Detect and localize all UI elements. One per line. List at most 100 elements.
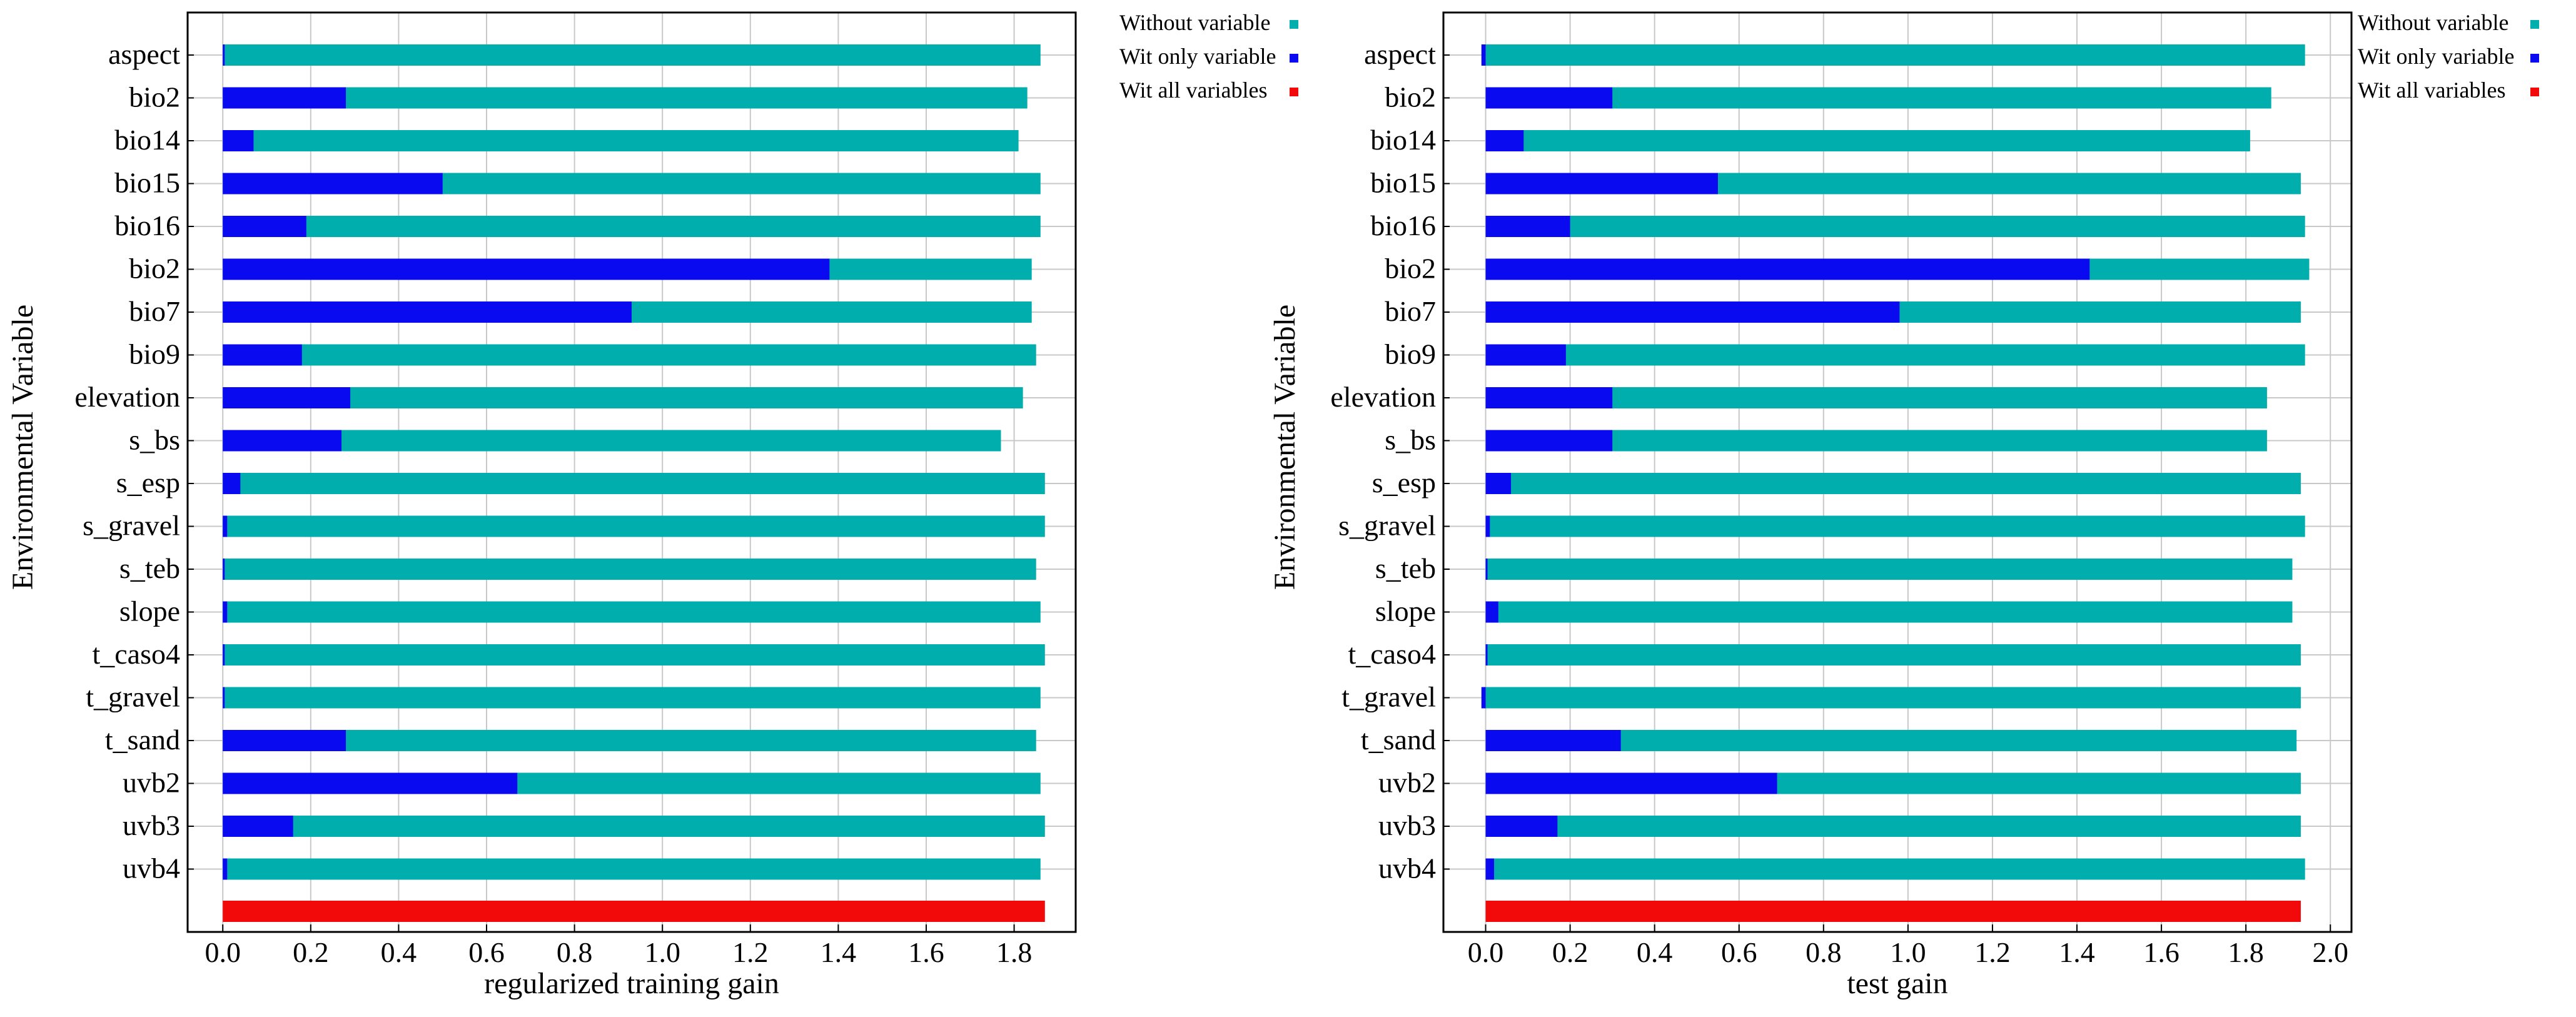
bar-without-variable <box>223 858 1041 880</box>
bar-with-only-variable <box>223 130 254 151</box>
bar-with-all-variables <box>1485 901 2301 922</box>
bar-with-only-variable <box>223 858 228 880</box>
bar-with-only-variable <box>223 87 346 109</box>
category-label: bio16 <box>114 210 180 241</box>
bar-with-only-variable <box>223 644 225 665</box>
bar-with-all-variables <box>223 901 1045 922</box>
category-label: bio2 <box>129 81 180 113</box>
category-label: uvb2 <box>123 767 180 799</box>
bar-without-variable <box>1485 816 2301 837</box>
chart-panel-1: aspect bio2 bio14 bio15 bio16 bio2 bio7 bio9 ele… <box>6 10 1298 1000</box>
x-tick-label: 1.4 <box>2059 936 2095 968</box>
bar-with-only-variable <box>223 601 228 623</box>
x-tick-label: 1.4 <box>821 936 857 968</box>
category-label: uvb2 <box>1378 767 1436 799</box>
legend-swatch <box>2530 20 2539 29</box>
bar-without-variable <box>223 601 1041 623</box>
bar-without-variable <box>223 730 1036 751</box>
bar-with-only-variable <box>1485 301 1900 323</box>
category-label: bio7 <box>1385 295 1436 327</box>
x-tick-label: 1.8 <box>996 936 1033 968</box>
category-label: uvb4 <box>123 853 180 884</box>
bar-with-only-variable <box>1485 515 1490 537</box>
x-tick-label: 0.0 <box>205 936 241 968</box>
category-label: bio16 <box>1370 210 1436 241</box>
category-label: s_teb <box>119 552 180 584</box>
category-label: t_sand <box>105 724 180 756</box>
category-label: s_esp <box>116 467 180 498</box>
category-label: aspect <box>1364 38 1436 70</box>
bar-without-variable <box>223 515 1045 537</box>
category-label: bio15 <box>1370 167 1436 199</box>
bar-without-variable <box>1485 430 2267 452</box>
category-label: bio2 <box>129 253 180 285</box>
category-label: slope <box>1375 595 1436 627</box>
legend-swatch <box>1290 54 1298 63</box>
category-label: s_gravel <box>83 510 180 542</box>
category-label: bio2 <box>1385 253 1436 285</box>
category-label: t_sand <box>1361 724 1436 756</box>
bar-without-variable <box>223 430 1001 452</box>
bar-without-variable <box>1485 387 2267 408</box>
category-label: bio9 <box>129 338 180 370</box>
x-tick-label: 0.2 <box>293 936 329 968</box>
bar-with-only-variable <box>1485 644 1488 665</box>
x-tick-label: 1.6 <box>908 936 944 968</box>
bar-with-only-variable <box>1485 258 2090 280</box>
x-tick-label: 1.0 <box>644 936 680 968</box>
bar-with-only-variable <box>223 772 518 794</box>
x-tick-label: 0.8 <box>557 936 593 968</box>
category-label: s_teb <box>1375 552 1436 584</box>
bar-without-variable <box>1485 344 2305 366</box>
bar-with-only-variable <box>223 730 346 751</box>
bar-with-only-variable <box>223 258 830 280</box>
legend-swatch <box>1290 88 1298 96</box>
y-axis-title: Environmental Variable <box>1268 305 1301 590</box>
bar-without-variable <box>223 87 1028 109</box>
x-axis-title: regularized training gain <box>484 967 779 1000</box>
bar-without-variable <box>223 44 1041 66</box>
plot-frame <box>186 11 1077 933</box>
category-label: t_caso4 <box>92 638 180 670</box>
category-label: t_gravel <box>1341 681 1436 713</box>
bar-with-only-variable <box>1485 387 1613 408</box>
bar-with-only-variable <box>223 687 225 709</box>
bar-with-only-variable <box>1485 87 1613 109</box>
bar-without-variable <box>223 559 1036 580</box>
bar-with-only-variable <box>223 173 443 195</box>
bar-without-variable <box>223 816 1045 837</box>
legend-item-label: Wit all variables <box>2358 78 2505 103</box>
category-label: bio7 <box>129 295 180 327</box>
plot-frame <box>1442 11 2353 933</box>
category-label: elevation <box>1330 381 1436 413</box>
category-label: t_caso4 <box>1348 638 1436 670</box>
legend: Without variable Wit only variable Wit all… <box>2358 10 2539 103</box>
legend-swatch <box>2530 88 2539 96</box>
bar-without-variable <box>223 130 1019 151</box>
bar-without-variable <box>223 387 1023 408</box>
legend: Without variable Wit only variable Wit all… <box>1119 10 1298 103</box>
y-axis-title: Environmental Variable <box>6 305 39 590</box>
legend-item-label: Wit all variables <box>1119 78 1267 103</box>
x-tick-label: 2.0 <box>2312 936 2348 968</box>
category-label: uvb3 <box>1378 809 1436 841</box>
category-label: elevation <box>74 381 180 413</box>
bar-with-only-variable <box>1485 772 1777 794</box>
bar-without-variable <box>1485 87 2271 109</box>
legend-swatch <box>1290 20 1298 29</box>
bar-with-only-variable <box>223 44 225 66</box>
bar-with-only-variable <box>1485 473 1512 494</box>
x-axis-title: test gain <box>1847 967 1947 1000</box>
category-label: uvb4 <box>1378 853 1436 884</box>
bar-without-variable <box>223 216 1041 237</box>
x-tick-label: 1.2 <box>1974 936 2011 968</box>
category-label: bio9 <box>1385 338 1436 370</box>
bar-with-only-variable <box>223 473 241 494</box>
legend-item-label: Without variable <box>1119 10 1270 35</box>
bar-without-variable <box>1485 644 2301 665</box>
bar-with-only-variable <box>1485 559 1488 580</box>
x-tick-label: 1.8 <box>2228 936 2264 968</box>
x-tick-label: 1.6 <box>2143 936 2179 968</box>
bar-without-variable <box>223 473 1045 494</box>
x-tick-label: 0.4 <box>1637 936 1673 968</box>
